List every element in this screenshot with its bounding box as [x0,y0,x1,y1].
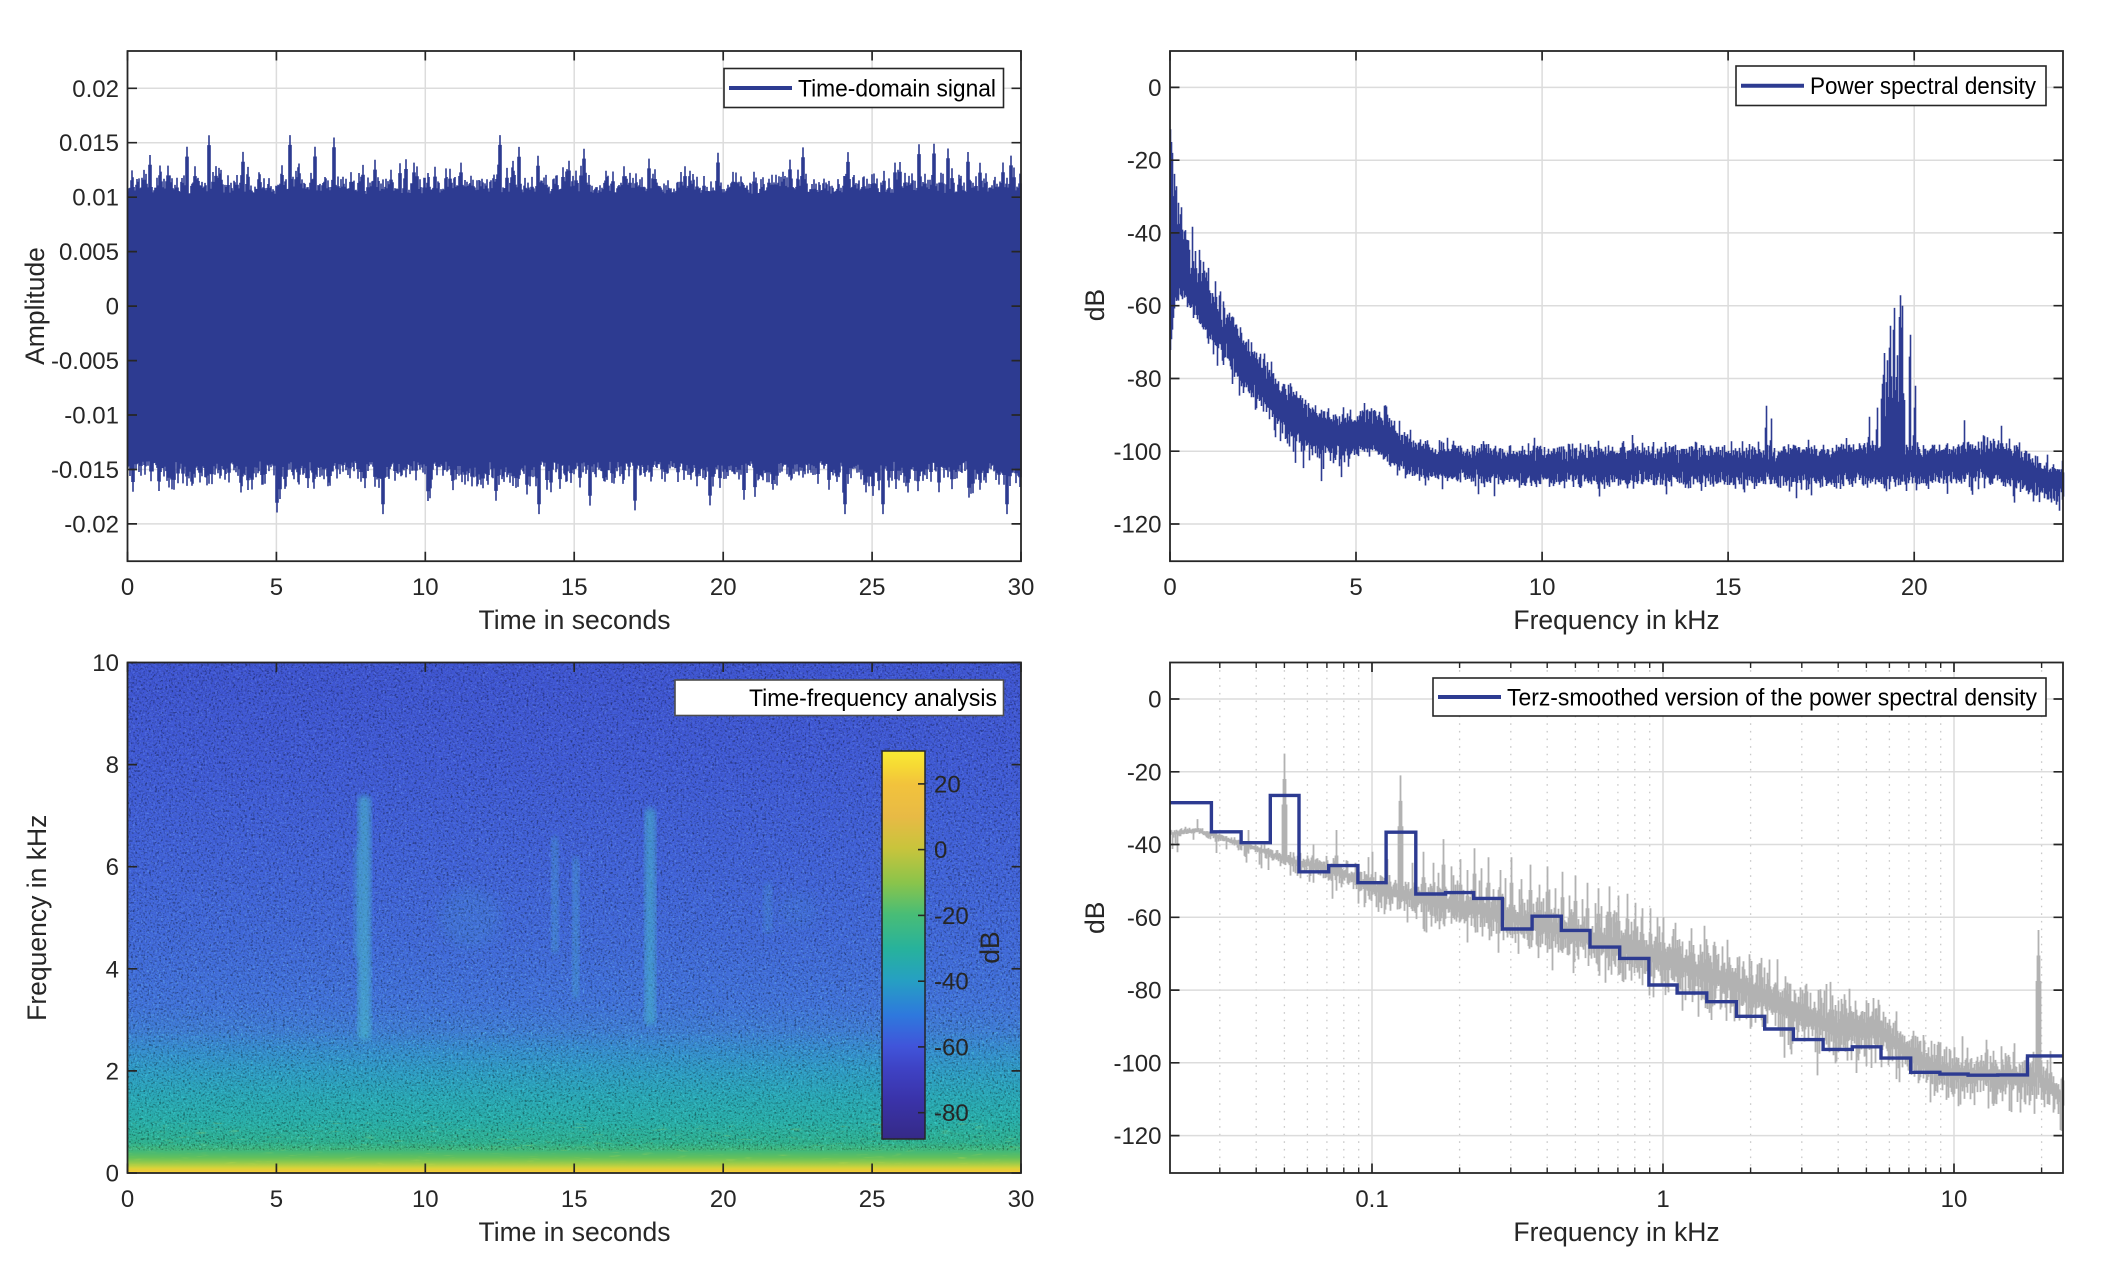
svg-text:-80: -80 [1127,978,1162,1005]
svg-text:10: 10 [412,1186,439,1213]
svg-text:Terz-smoothed version of the p: Terz-smoothed version of the power spect… [1507,685,2037,712]
svg-text:Time in seconds: Time in seconds [479,1217,671,1247]
svg-text:20: 20 [710,574,737,601]
svg-text:-40: -40 [934,969,969,996]
svg-text:6: 6 [106,854,119,881]
svg-text:dB: dB [1080,902,1110,934]
svg-text:dB: dB [1080,289,1110,321]
svg-text:-80: -80 [1127,366,1162,393]
svg-text:0.005: 0.005 [59,239,119,266]
svg-text:Power spectral density: Power spectral density [1810,73,2036,100]
svg-text:25: 25 [859,1186,886,1213]
svg-text:2: 2 [106,1058,119,1085]
svg-text:1: 1 [1656,1186,1669,1213]
svg-text:-20: -20 [1127,759,1162,786]
svg-text:0: 0 [106,1161,119,1188]
svg-text:-20: -20 [1127,148,1162,175]
svg-text:Time in seconds: Time in seconds [479,605,671,635]
svg-text:10: 10 [92,650,119,677]
svg-text:30: 30 [1008,1186,1035,1213]
svg-text:0: 0 [1148,75,1161,102]
svg-text:8: 8 [106,752,119,779]
svg-text:5: 5 [270,574,283,601]
svg-text:-40: -40 [1127,220,1162,247]
svg-text:10: 10 [1529,574,1556,601]
svg-text:dB: dB [975,931,1005,963]
svg-text:20: 20 [934,771,961,798]
svg-text:0.1: 0.1 [1355,1186,1388,1213]
svg-text:15: 15 [1715,574,1742,601]
svg-text:0.01: 0.01 [72,185,119,212]
svg-text:-0.02: -0.02 [64,511,119,538]
svg-text:-100: -100 [1113,1050,1161,1077]
svg-text:0: 0 [1163,574,1176,601]
svg-text:-0.015: -0.015 [51,457,119,484]
svg-text:-80: -80 [934,1100,969,1127]
svg-text:-120: -120 [1113,1123,1161,1150]
svg-text:-100: -100 [1113,439,1161,466]
svg-text:0: 0 [121,1186,134,1213]
svg-text:5: 5 [270,1186,283,1213]
svg-text:Amplitude: Amplitude [20,247,50,365]
svg-text:0: 0 [1148,687,1161,714]
svg-text:10: 10 [412,574,439,601]
svg-text:0: 0 [121,574,134,601]
svg-text:20: 20 [1901,574,1928,601]
svg-text:Time-frequency analysis: Time-frequency analysis [749,685,997,712]
svg-text:Frequency in kHz: Frequency in kHz [1513,605,1719,635]
svg-text:25: 25 [859,574,886,601]
svg-text:-40: -40 [1127,832,1162,859]
svg-text:-60: -60 [1127,905,1162,932]
svg-text:15: 15 [561,1186,588,1213]
svg-text:5: 5 [1349,574,1362,601]
svg-text:-120: -120 [1113,512,1161,539]
svg-text:0.015: 0.015 [59,130,119,157]
svg-text:Time-domain signal: Time-domain signal [798,76,996,103]
svg-text:Frequency in kHz: Frequency in kHz [1513,1217,1719,1247]
svg-text:4: 4 [106,956,119,983]
svg-text:-0.005: -0.005 [51,348,119,375]
svg-text:Frequency in kHz: Frequency in kHz [22,815,52,1021]
svg-text:0.02: 0.02 [72,76,119,103]
svg-text:-60: -60 [934,1034,969,1061]
svg-text:10: 10 [1941,1186,1968,1213]
svg-text:-60: -60 [1127,293,1162,320]
svg-text:-0.01: -0.01 [64,403,119,430]
svg-text:15: 15 [561,574,588,601]
svg-text:20: 20 [710,1186,737,1213]
svg-text:-20: -20 [934,903,969,930]
svg-text:30: 30 [1008,574,1035,601]
svg-text:0: 0 [106,294,119,321]
svg-text:0: 0 [934,837,947,864]
